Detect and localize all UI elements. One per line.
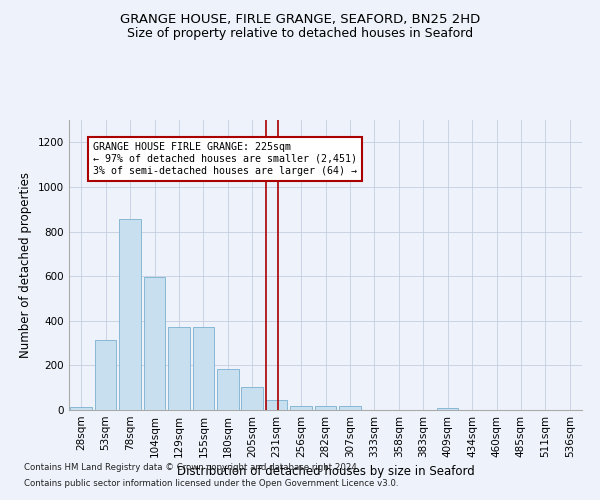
X-axis label: Distribution of detached houses by size in Seaford: Distribution of detached houses by size … — [176, 466, 475, 478]
Bar — [217, 368, 239, 410]
Bar — [95, 340, 116, 410]
Bar — [315, 406, 336, 410]
Bar — [119, 220, 141, 410]
Text: Size of property relative to detached houses in Seaford: Size of property relative to detached ho… — [127, 28, 473, 40]
Bar — [144, 277, 165, 410]
Bar — [339, 406, 361, 410]
Y-axis label: Number of detached properties: Number of detached properties — [19, 172, 32, 358]
Bar — [70, 406, 92, 410]
Bar — [168, 328, 190, 410]
Text: GRANGE HOUSE FIRLE GRANGE: 225sqm
← 97% of detached houses are smaller (2,451)
3: GRANGE HOUSE FIRLE GRANGE: 225sqm ← 97% … — [94, 142, 358, 176]
Text: Contains HM Land Registry data © Crown copyright and database right 2024.: Contains HM Land Registry data © Crown c… — [24, 464, 359, 472]
Bar — [437, 408, 458, 410]
Bar — [193, 328, 214, 410]
Bar — [290, 406, 312, 410]
Bar — [241, 386, 263, 410]
Text: Contains public sector information licensed under the Open Government Licence v3: Contains public sector information licen… — [24, 478, 398, 488]
Bar — [266, 400, 287, 410]
Text: GRANGE HOUSE, FIRLE GRANGE, SEAFORD, BN25 2HD: GRANGE HOUSE, FIRLE GRANGE, SEAFORD, BN2… — [120, 12, 480, 26]
